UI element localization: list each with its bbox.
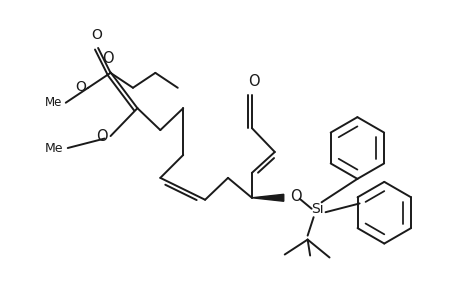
Text: O: O — [289, 189, 301, 204]
Text: O: O — [75, 80, 85, 94]
Text: O: O — [248, 74, 260, 89]
Text: Me: Me — [44, 142, 62, 154]
Text: Si: Si — [311, 202, 323, 216]
Polygon shape — [252, 194, 283, 201]
Text: O: O — [96, 129, 108, 144]
Text: Me: Me — [45, 96, 62, 109]
Text: O: O — [102, 51, 114, 66]
Text: O: O — [91, 28, 102, 42]
